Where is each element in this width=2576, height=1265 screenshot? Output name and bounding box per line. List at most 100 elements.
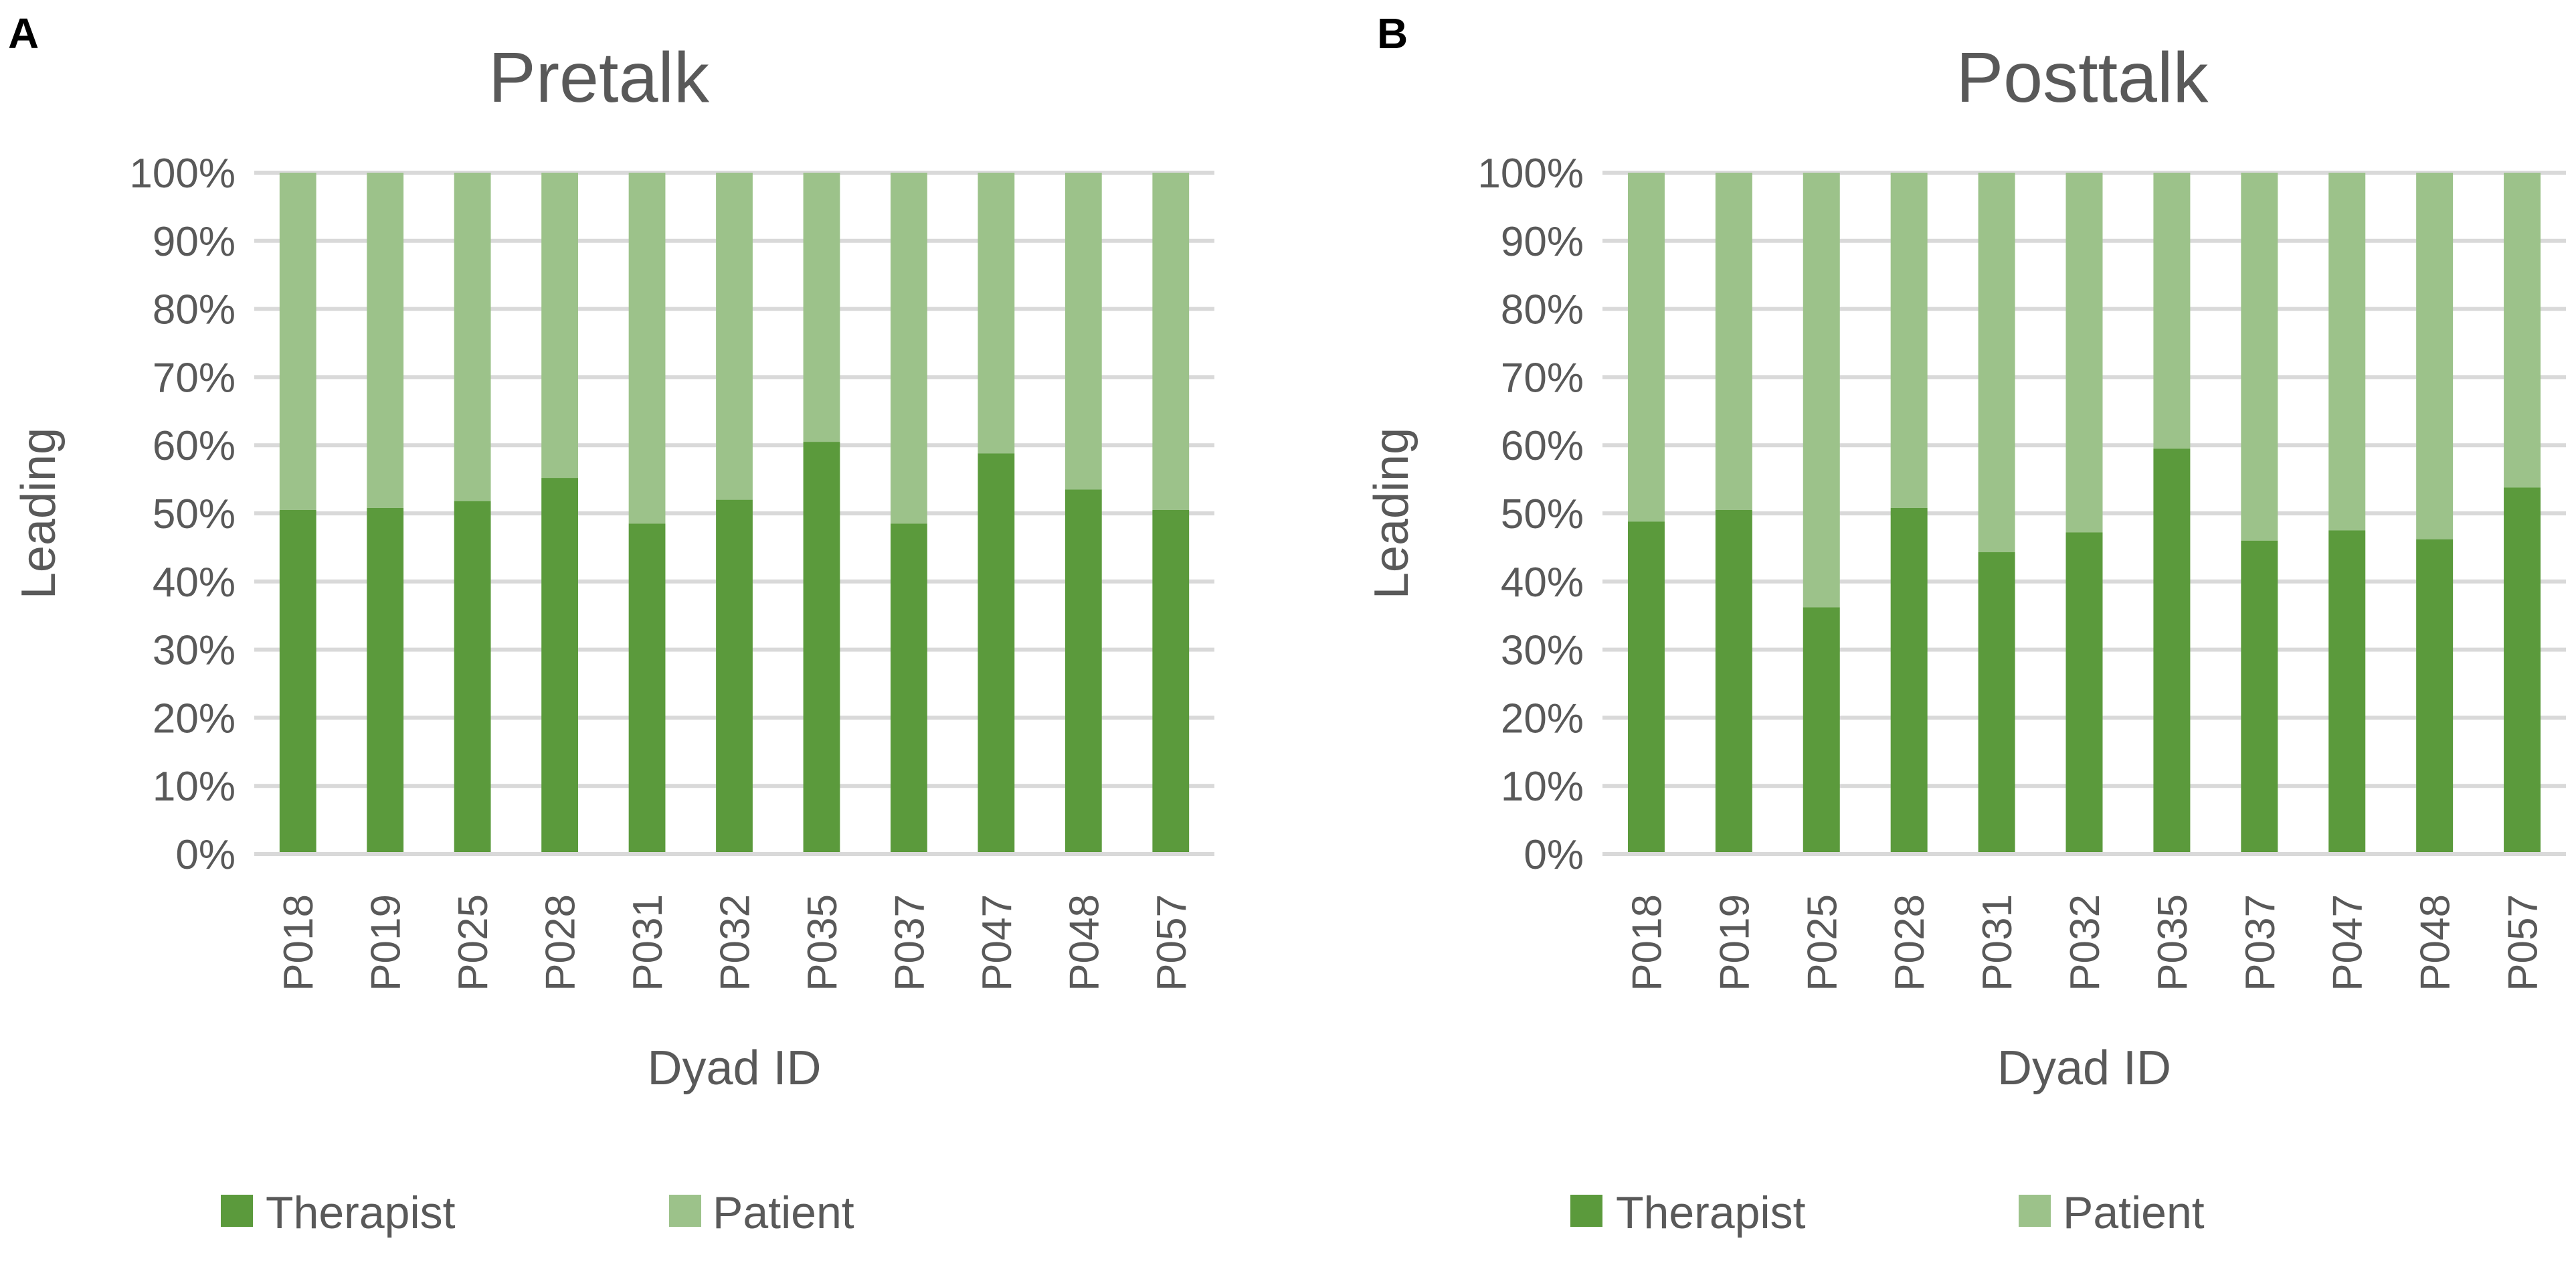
x-tick-label: P019 [1712, 894, 1758, 991]
legend-swatch-therapist [221, 1195, 253, 1227]
bar-therapist-p018 [279, 509, 316, 854]
bar-therapist-p048 [2416, 539, 2454, 854]
x-tick-label: P018 [276, 894, 322, 991]
bar-therapist-p037 [2241, 540, 2278, 854]
y-axis-title: Leading [1365, 428, 1418, 599]
y-tick-label: 20% [1501, 695, 1584, 742]
y-tick-label: 40% [1501, 560, 1584, 606]
x-tick-label: P018 [1624, 894, 1670, 991]
bar-therapist-p031 [628, 523, 666, 854]
bar-therapist-p048 [1065, 489, 1102, 854]
bar-patient-p048 [1065, 173, 1102, 490]
legend-label-patient: Patient [713, 1187, 854, 1238]
bar-patient-p025 [1803, 173, 1840, 608]
bar-patient-p018 [279, 173, 316, 510]
y-tick-label: 60% [1501, 423, 1584, 469]
x-tick-label: P057 [1149, 894, 1195, 991]
x-tick-label: P048 [1061, 894, 1107, 991]
bar-therapist-p057 [1152, 509, 1190, 854]
y-tick-label: 10% [153, 764, 236, 810]
bar-therapist-p032 [716, 499, 753, 854]
legend-swatch-patient [669, 1195, 701, 1227]
x-tick-label: P037 [2237, 894, 2284, 991]
y-tick-label: 60% [153, 423, 236, 469]
y-tick-label: 0% [1524, 832, 1584, 878]
legend-label-therapist: Therapist [1616, 1187, 1806, 1238]
legend-swatch-therapist [1570, 1195, 1602, 1227]
y-tick-label: 100% [1477, 151, 1584, 197]
bar-patient-p032 [716, 173, 753, 500]
y-tick-label: 30% [153, 628, 236, 674]
y-tick-label: 70% [1501, 355, 1584, 401]
bar-patient-p028 [1890, 173, 1928, 508]
bar-patient-p025 [454, 173, 491, 501]
bar-therapist-p037 [891, 523, 927, 854]
bar-patient-p048 [2416, 173, 2454, 539]
x-tick-label: P025 [1799, 894, 1845, 991]
bar-therapist-p047 [2328, 530, 2366, 854]
bar-patient-p057 [1152, 173, 1190, 510]
bar-patient-p032 [2065, 173, 2103, 533]
bar-therapist-p057 [2504, 487, 2541, 854]
y-tick-label: 20% [153, 695, 236, 742]
chart-panel-b: B Posttalk 0% 10% 20% 30% 40% 50% 60% 70% 80% 90% 10… [1365, 9, 2566, 1238]
bar-patient-p037 [2241, 173, 2278, 541]
y-axis-title: Leading [12, 428, 66, 599]
chart-title: Posttalk [1956, 38, 2209, 117]
x-tick-label: P031 [1974, 894, 2021, 991]
chart-panel-a: A Pretalk 0% 10% 20% 30% 40% 50% 60% 70% 80% 90% 100… [8, 9, 1214, 1238]
bar-patient-p019 [367, 173, 404, 508]
x-tick-label: P048 [2413, 894, 2459, 991]
bar-patient-p057 [2504, 173, 2541, 488]
bar-therapist-p035 [2153, 448, 2191, 854]
y-tick-label: 100% [129, 151, 236, 197]
x-tick-label: P019 [363, 894, 409, 991]
x-tick-label: P047 [974, 894, 1020, 991]
x-tick-label: P032 [2062, 894, 2108, 991]
x-axis-title: Dyad ID [647, 1041, 821, 1095]
bar-patient-p028 [541, 173, 578, 479]
x-axis-title: Dyad ID [1997, 1041, 2171, 1095]
panel-label: A [8, 9, 39, 58]
panel-label: B [1377, 9, 1408, 58]
x-tick-label: P047 [2325, 894, 2371, 991]
x-tick-label: P057 [2500, 894, 2547, 991]
bar-patient-p018 [1627, 173, 1665, 522]
bar-therapist-p019 [367, 507, 404, 854]
bar-therapist-p035 [803, 442, 840, 854]
bar-therapist-p019 [1715, 509, 1752, 854]
bar-therapist-p028 [541, 478, 578, 854]
y-tick-label: 10% [1501, 764, 1584, 810]
x-tick-label: P031 [625, 894, 671, 991]
x-tick-label: P028 [1887, 894, 1933, 991]
x-tick-label: P025 [450, 894, 496, 991]
bar-therapist-p018 [1627, 521, 1665, 854]
bar-therapist-p032 [2065, 532, 2103, 854]
y-tick-label: 90% [153, 219, 236, 265]
legend-label-therapist: Therapist [266, 1187, 456, 1238]
x-tick-label: P032 [713, 894, 759, 991]
y-tick-label: 30% [1501, 628, 1584, 674]
x-tick-label: P028 [538, 894, 584, 991]
y-tick-label: 40% [153, 560, 236, 606]
bar-therapist-p031 [1978, 552, 2015, 854]
bar-patient-p019 [1715, 173, 1752, 510]
x-tick-label: P037 [887, 894, 933, 991]
bar-patient-p035 [2153, 173, 2191, 449]
y-tick-label: 50% [153, 491, 236, 537]
bar-therapist-p025 [454, 501, 491, 854]
bar-patient-p031 [1978, 173, 2015, 553]
y-tick-label: 80% [153, 287, 236, 333]
bar-patient-p035 [803, 173, 840, 442]
bar-patient-p037 [891, 173, 927, 524]
x-tick-label: P035 [2150, 894, 2196, 991]
y-tick-label: 80% [1501, 287, 1584, 333]
bar-patient-p047 [978, 173, 1015, 454]
legend-swatch-patient [2019, 1195, 2051, 1227]
legend-label-patient: Patient [2063, 1187, 2205, 1238]
bar-therapist-p047 [978, 453, 1015, 854]
x-tick-label: P035 [800, 894, 846, 991]
bar-patient-p031 [628, 173, 666, 524]
bar-patient-p047 [2328, 173, 2366, 531]
